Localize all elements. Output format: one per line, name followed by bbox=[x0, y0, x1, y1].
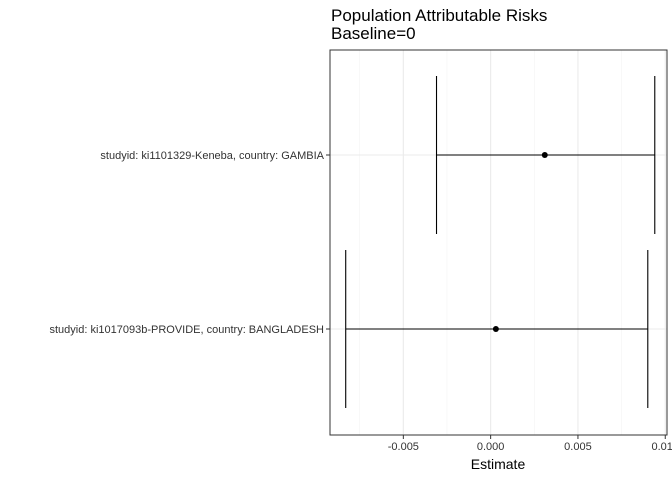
y-tick-labels: studyid: ki1101329-Keneba, country: GAMB… bbox=[49, 150, 330, 336]
y-tick-label: studyid: ki1017093b-PROVIDE, country: BA… bbox=[49, 324, 324, 336]
study-row bbox=[435, 76, 656, 234]
grid-lines bbox=[330, 50, 667, 435]
x-tick-label: 0.010 bbox=[651, 441, 672, 453]
estimate-point bbox=[541, 152, 548, 158]
x-tick-label: -0.005 bbox=[388, 441, 419, 453]
panel-border bbox=[329, 49, 668, 436]
chart-title: Population Attributable Risks bbox=[331, 6, 547, 25]
y-tick-label: studyid: ki1101329-Keneba, country: GAMB… bbox=[100, 150, 324, 162]
estimate-point bbox=[492, 326, 499, 332]
x-tick-label: 0.005 bbox=[564, 441, 592, 453]
x-tick-label: 0.000 bbox=[477, 441, 505, 453]
estimate-marks bbox=[345, 76, 656, 408]
chart-subtitle: Baseline=0 bbox=[331, 24, 416, 43]
x-axis-title: Estimate bbox=[471, 456, 526, 472]
study-row bbox=[345, 250, 649, 408]
x-ticks: -0.005 0.000 0.005 0.010 bbox=[388, 435, 672, 453]
